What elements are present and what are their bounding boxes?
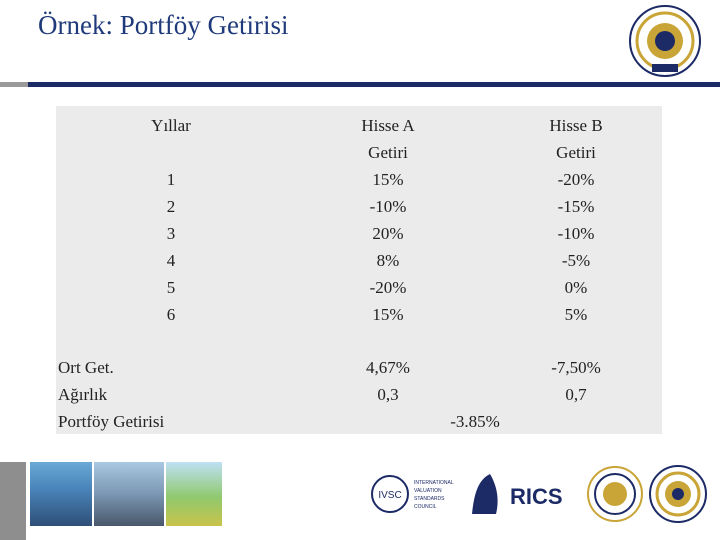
return-b-cell: -10% [557, 224, 595, 243]
svg-text:STANDARDS: STANDARDS [414, 496, 445, 502]
svg-text:IVSC: IVSC [378, 490, 401, 501]
portfolio-return: -3.85% [450, 412, 500, 431]
stock-a-summary: 4,67% 0,3 [288, 354, 488, 408]
weight-b: 0,7 [565, 385, 587, 404]
rics-logo-icon: RICS [472, 474, 563, 514]
year-cell: 2 [166, 197, 176, 216]
header-rule [28, 82, 720, 87]
return-a-cell: 20% [372, 224, 404, 243]
summary-label-portfolio: Portföy Getirisi [58, 412, 165, 431]
spacer-cell [490, 330, 662, 350]
year-cell: 5 [166, 278, 176, 297]
portfolio-table: Yıllar Hisse A Hisse B Getiri Getiri 1 2… [56, 106, 662, 434]
return-b-cell: 5% [564, 305, 588, 324]
weight-a: 0,3 [377, 385, 399, 404]
skyline-photo [94, 462, 164, 526]
return-b-cell: 0% [564, 278, 588, 297]
return-b-cell: -5% [561, 251, 591, 270]
years-column: 1 2 3 4 5 6 [56, 166, 286, 328]
avg-a: 4,67% [366, 358, 410, 377]
header-rule-left [0, 82, 28, 87]
svg-text:RICS: RICS [510, 484, 563, 509]
return-a-cell: 15% [372, 170, 404, 189]
year-cell: 4 [166, 251, 176, 270]
stock-a-returns: 15% -10% 20% 8% -20% 15% [288, 166, 488, 328]
summary-label-avg: Ort Get. [58, 358, 114, 377]
university-seal-icon [629, 5, 701, 77]
header-years: Yıllar [56, 106, 286, 136]
landscape-photo [166, 462, 222, 526]
return-b-cell: -15% [557, 197, 595, 216]
summary-label-weight: Ağırlık [58, 385, 108, 404]
header-stock-a: Hisse A [288, 106, 488, 136]
page-title: Örnek: Portföy Getirisi [38, 10, 289, 40]
year-cell: 3 [166, 224, 176, 243]
svg-text:VALUATION: VALUATION [414, 488, 442, 494]
subheader-empty [56, 138, 286, 162]
return-a-cell: 8% [376, 251, 400, 270]
return-b-cell: -20% [557, 170, 595, 189]
footer-side-bar [0, 462, 26, 540]
header-stock-b: Hisse B [490, 106, 662, 136]
subheader-stock-b: Getiri [490, 138, 662, 162]
return-a-cell: 15% [372, 305, 404, 324]
svg-text:INTERNATIONAL: INTERNATIONAL [414, 480, 454, 486]
portfolio-return-row: -3.85% [288, 408, 662, 434]
summary-labels: Ort Get. Ağırlık Portföy Getirisi [56, 354, 286, 434]
return-a-cell: -20% [369, 278, 407, 297]
svg-text:COUNCIL: COUNCIL [414, 504, 437, 510]
spacer-cell [288, 330, 488, 350]
return-a-cell: -10% [369, 197, 407, 216]
spacer-cell [56, 330, 286, 350]
avg-b: -7,50% [551, 358, 601, 377]
year-cell: 1 [166, 170, 176, 189]
subheader-stock-a: Getiri [288, 138, 488, 162]
university-seal-bottom-icon [649, 465, 707, 523]
city-photo [30, 462, 92, 526]
year-cell: 6 [166, 305, 176, 324]
stock-b-summary: -7,50% 0,7 [490, 354, 662, 408]
association-seal-icon [587, 466, 643, 522]
stock-b-returns: -20% -15% -10% -5% 0% 5% [490, 166, 662, 328]
ivsc-logo-icon: IVSC INTERNATIONAL VALUATION STANDARDS C… [371, 475, 454, 513]
